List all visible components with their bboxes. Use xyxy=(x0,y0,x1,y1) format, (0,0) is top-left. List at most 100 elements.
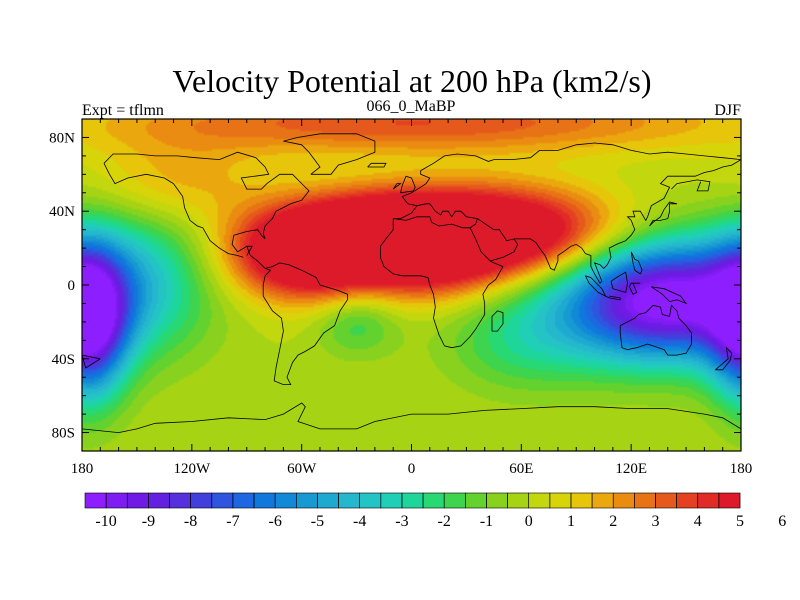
x-tick-label: 60W xyxy=(287,461,317,477)
colorbar-label: -6 xyxy=(269,513,282,530)
x-tick-label: 120E xyxy=(615,461,647,477)
y-tick-label: 40S xyxy=(52,352,75,368)
colorbar-swatch xyxy=(423,493,445,508)
coastline-5 xyxy=(393,142,741,220)
coastline-12 xyxy=(619,304,692,356)
colorbar-swatch xyxy=(148,493,170,508)
colorbar-swatch xyxy=(85,493,107,508)
x-tick-label: 180 xyxy=(730,461,753,477)
y-tick-label: 0 xyxy=(68,278,76,294)
colorbar-swatch xyxy=(697,493,720,508)
colorbar-labels: -10-9-8-7-6-5-4-3-2-1012345678910 xyxy=(95,513,786,530)
coastline-25 xyxy=(82,354,101,369)
coastline-4 xyxy=(283,133,376,175)
subtitle-left: Expt = tflmn xyxy=(82,102,164,119)
colorbar-swatch xyxy=(380,493,403,508)
coastline-7 xyxy=(416,203,478,229)
coastline-9 xyxy=(514,159,741,284)
coastline-6 xyxy=(379,216,504,349)
colorbar-swatch xyxy=(275,493,297,508)
colorbar-label: 6 xyxy=(778,513,786,530)
colorbar-label: 3 xyxy=(652,513,660,530)
contour-field xyxy=(82,119,741,451)
colorbar-swatch xyxy=(211,493,234,508)
colorbar-label: 0 xyxy=(525,513,533,530)
velocity-potential-field xyxy=(82,119,741,451)
coastline-24 xyxy=(715,346,733,371)
colorbar-label: 1 xyxy=(567,513,575,530)
coastline-22 xyxy=(367,162,387,168)
coastline-1 xyxy=(246,245,253,256)
coastline-21 xyxy=(392,183,402,190)
x-axis-labels: 180 120W 60W 0 60E 120E 180 xyxy=(71,461,753,477)
colorbar-swatches xyxy=(84,492,741,509)
coastline-23 xyxy=(82,402,741,434)
colorbar-label: 4 xyxy=(694,513,702,530)
y-tick-label: 80S xyxy=(52,426,75,442)
colorbar-label: 2 xyxy=(609,513,617,530)
colorbar-label: -7 xyxy=(226,513,239,530)
subtitle-center: 066_0_MaBP xyxy=(367,98,456,115)
coastline-10 xyxy=(671,179,711,192)
coastline-18 xyxy=(630,251,643,275)
coastline-15 xyxy=(610,271,628,293)
colorbar-label: -8 xyxy=(184,513,197,530)
map-plot: 180 120W 60W 0 60E 120E 180 80N 40N 0 40S 80S xyxy=(49,118,753,477)
colorbar-swatch xyxy=(613,493,635,508)
colorbar-swatch xyxy=(106,493,128,508)
colorbar-swatch xyxy=(254,493,276,508)
colorbar-swatch xyxy=(465,493,487,508)
colorbar-swatch xyxy=(570,493,593,508)
x-tick-label: 60E xyxy=(509,461,533,477)
colorbar-swatch xyxy=(444,493,466,508)
coastline-11 xyxy=(649,201,677,227)
coastline-16 xyxy=(651,286,688,305)
colorbar-swatch xyxy=(592,493,614,508)
coastline-20 xyxy=(400,175,416,194)
colorbar-label: -9 xyxy=(142,513,155,530)
colorbar-label: -1 xyxy=(480,513,493,530)
coastlines xyxy=(82,133,741,434)
y-tick-label: 80N xyxy=(49,130,75,146)
colorbar-swatch xyxy=(507,493,530,508)
colorbar-label: -2 xyxy=(438,513,451,530)
colorbar-swatch xyxy=(676,493,699,508)
colorbar-label: -5 xyxy=(311,513,324,530)
coastline-2 xyxy=(103,163,174,185)
colorbar: -10-9-8-7-6-5-4-3-2-1012345678910 xyxy=(84,492,786,530)
colorbar-swatch xyxy=(317,493,339,508)
colorbar-swatch xyxy=(169,493,191,508)
coastline-3 xyxy=(173,183,244,258)
colorbar-swatch xyxy=(655,493,677,508)
colorbar-label: -3 xyxy=(395,513,408,530)
colorbar-swatch xyxy=(528,493,551,508)
colorbar-swatch xyxy=(718,493,741,508)
colorbar-swatch xyxy=(359,493,382,508)
coastline-19 xyxy=(491,310,504,332)
coastline-17 xyxy=(628,282,641,295)
colorbar-swatch xyxy=(486,493,508,508)
colorbar-swatch xyxy=(634,493,656,508)
x-tick-label: 0 xyxy=(408,461,416,477)
coastline-14 xyxy=(605,295,621,301)
x-tick-label: 180 xyxy=(71,461,94,477)
colorbar-label: -4 xyxy=(353,513,366,530)
colorbar-swatch xyxy=(296,493,318,508)
colorbar-swatch xyxy=(338,493,360,508)
x-tick-label: 120W xyxy=(173,461,211,477)
chart-title: Velocity Potential at 200 hPa (km2/s) xyxy=(172,63,651,99)
colorbar-swatch xyxy=(190,493,213,508)
subtitle-right: DJF xyxy=(714,102,741,119)
y-axis-labels: 80N 40N 0 40S 80S xyxy=(49,130,75,441)
coastline-8 xyxy=(477,218,519,262)
y-tick-label: 40N xyxy=(49,204,75,220)
colorbar-swatch xyxy=(401,493,424,508)
colorbar-swatch xyxy=(127,493,149,508)
colorbar-swatch xyxy=(232,493,255,508)
colorbar-label: -10 xyxy=(95,513,116,530)
colorbar-cell-border xyxy=(718,492,741,509)
axis-ticks xyxy=(81,119,742,451)
colorbar-label: 5 xyxy=(736,513,744,530)
colorbar-swatch xyxy=(549,493,572,508)
